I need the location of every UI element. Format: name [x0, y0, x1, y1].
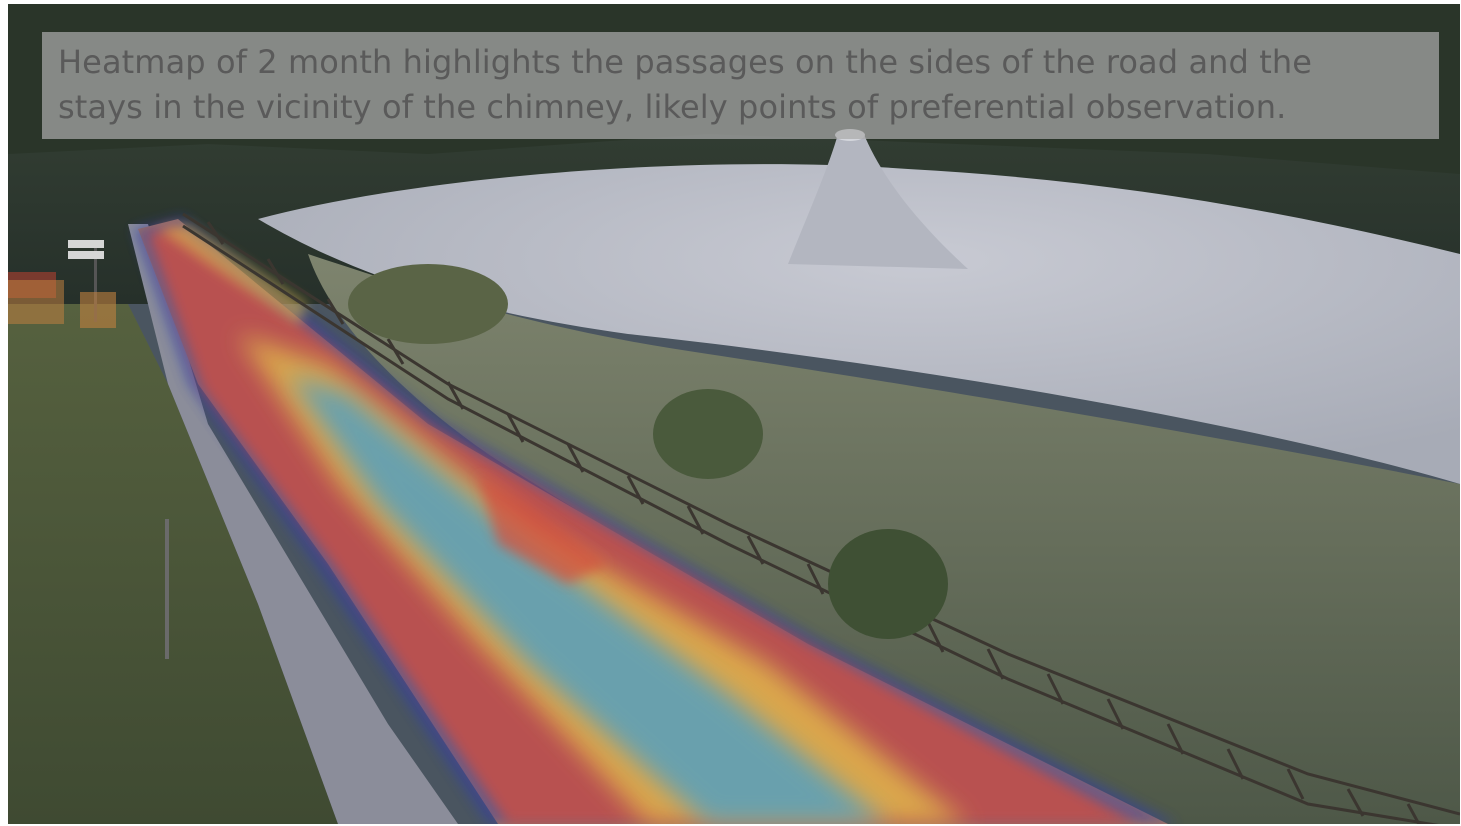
- marker-post: [165, 519, 169, 659]
- heatmap-overlay: [133, 216, 1178, 824]
- mud-chimney: [788, 132, 968, 269]
- shrub: [653, 389, 763, 479]
- left-grass: [8, 304, 338, 824]
- shrub: [828, 529, 948, 639]
- caption-line-1: Heatmap of 2 month highlights the passag…: [58, 43, 1313, 81]
- bins-heat-spot: [8, 280, 64, 324]
- heatmap-scene: [8, 4, 1460, 824]
- caption-line-2: stays in the vicinity of the chimney, li…: [58, 88, 1287, 126]
- mud-volcano-flat: [258, 164, 1460, 484]
- signpost-pole: [94, 242, 97, 322]
- shrub: [348, 264, 508, 344]
- direction-sign: [68, 251, 104, 259]
- caption-box: Heatmap of 2 month highlights the passag…: [42, 32, 1439, 139]
- sign-heat-spot: [80, 292, 116, 328]
- direction-sign: [68, 240, 104, 248]
- photo-frame: Heatmap of 2 month highlights the passag…: [8, 4, 1460, 824]
